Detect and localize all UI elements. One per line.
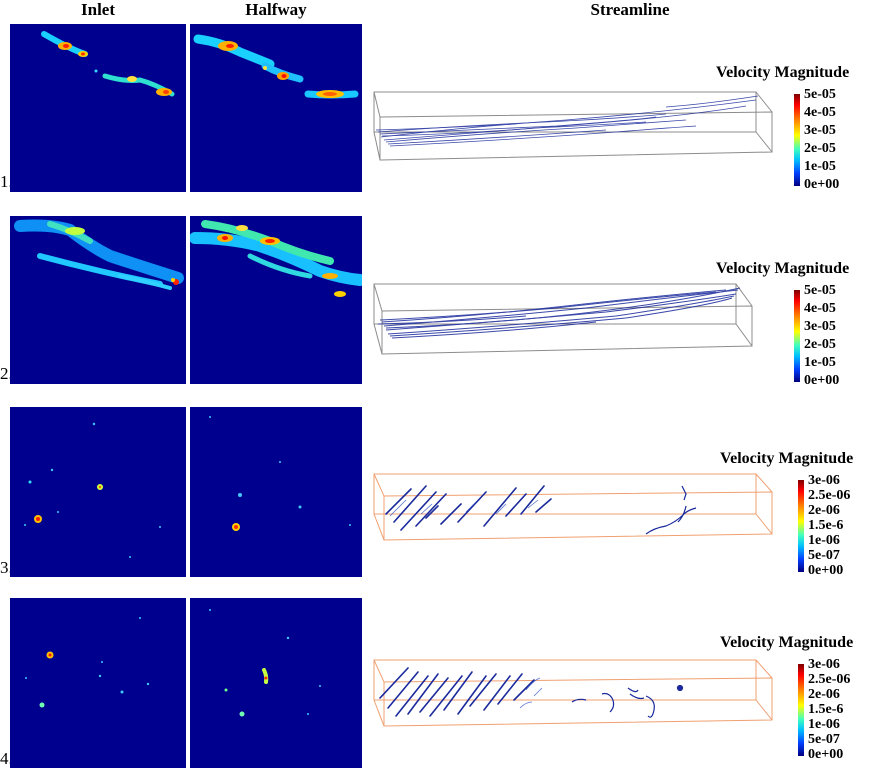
colorbar: [794, 94, 800, 186]
colorbar: [798, 664, 804, 756]
colorbar: [798, 480, 804, 572]
legend-title: Velocity Magnitude: [716, 260, 850, 277]
streamline-view: [366, 650, 776, 740]
row-number: 2.: [0, 364, 13, 383]
streamline-box: [373, 283, 753, 355]
velocity-legend: Velocity Magnitude 3e-06 2.5e-06 2e-06 1…: [720, 450, 887, 590]
legend-tick: 1.5e-6: [808, 702, 844, 717]
halfway-velocity-map: [193, 34, 359, 99]
legend-tick: 3e-06: [808, 657, 840, 672]
streamline-view: [366, 464, 776, 554]
inlet-cross-section: [10, 216, 186, 384]
row-number: 4.: [0, 749, 13, 768]
inlet-velocity-map: [14, 219, 184, 290]
halfway-velocity-map: [209, 609, 321, 717]
streamline-header: Streamline: [590, 0, 670, 19]
legend-tick: 2e-05: [804, 337, 836, 352]
halfway-cross-section: [190, 216, 362, 384]
velocity-legend: Velocity Magnitude 5e-05 4e-05 3e-05 2e-…: [716, 260, 887, 390]
colorbar: [794, 290, 800, 382]
legend-tick: 5e-07: [808, 732, 840, 747]
legend-tick: 1e-05: [804, 355, 836, 370]
legend-tick: 1e-06: [808, 717, 840, 732]
halfway-velocity-map: [209, 416, 351, 531]
legend-tick: 3e-06: [808, 473, 840, 488]
inlet-cross-section: [10, 407, 186, 577]
row-number: 3.: [0, 558, 13, 577]
legend-tick: 0e+00: [804, 373, 840, 388]
legend-tick: 0e+00: [804, 177, 840, 192]
halfway-cross-section: [190, 598, 362, 768]
legend-tick: 1.5e-6: [808, 518, 844, 533]
streamline-box: [373, 659, 773, 727]
halfway-header: Halfway: [245, 0, 307, 19]
legend-tick: 5e-05: [804, 283, 836, 298]
legend-tick: 5e-05: [804, 87, 836, 102]
row-number: 1.: [0, 172, 13, 191]
streamline-view: [366, 82, 776, 172]
legend-tick: 3e-05: [804, 123, 836, 138]
legend-tick: 0e+00: [808, 747, 844, 762]
legend-tick: 2e-06: [808, 687, 840, 702]
legend-title: Velocity Magnitude: [716, 64, 850, 81]
legend-tick: 4e-05: [804, 105, 836, 120]
inlet-header: Inlet: [81, 0, 115, 19]
inlet-velocity-map: [24, 422, 161, 558]
inlet-cross-section: [10, 24, 186, 192]
legend-title: Velocity Magnitude: [720, 450, 854, 467]
legend-tick: 1e-05: [804, 159, 836, 174]
velocity-legend: Velocity Magnitude 3e-06 2.5e-06 2e-06 1…: [720, 634, 887, 774]
legend-tick: 1e-06: [808, 533, 840, 548]
legend-tick: 2.5e-06: [808, 672, 851, 687]
halfway-cross-section: [190, 407, 362, 577]
legend-tick: 5e-07: [808, 548, 840, 563]
inlet-velocity-map: [41, 31, 175, 97]
inlet-cross-section: [10, 598, 186, 768]
legend-tick: 3e-05: [804, 319, 836, 334]
inlet-velocity-map: [25, 617, 150, 708]
legend-tick: 2e-06: [808, 503, 840, 518]
velocity-legend: Velocity Magnitude 5e-05 4e-05 3e-05 2e-…: [716, 64, 887, 194]
streamline-view: [366, 276, 776, 366]
legend-title: Velocity Magnitude: [720, 634, 854, 651]
streamline-box: [373, 473, 773, 541]
streamline-box: [373, 91, 773, 161]
legend-tick: 2e-05: [804, 141, 836, 156]
halfway-cross-section: [190, 24, 362, 192]
legend-tick: 2.5e-06: [808, 488, 851, 503]
legend-tick: 4e-05: [804, 301, 836, 316]
halfway-velocity-map: [190, 220, 362, 297]
legend-tick: 0e+00: [808, 563, 844, 578]
